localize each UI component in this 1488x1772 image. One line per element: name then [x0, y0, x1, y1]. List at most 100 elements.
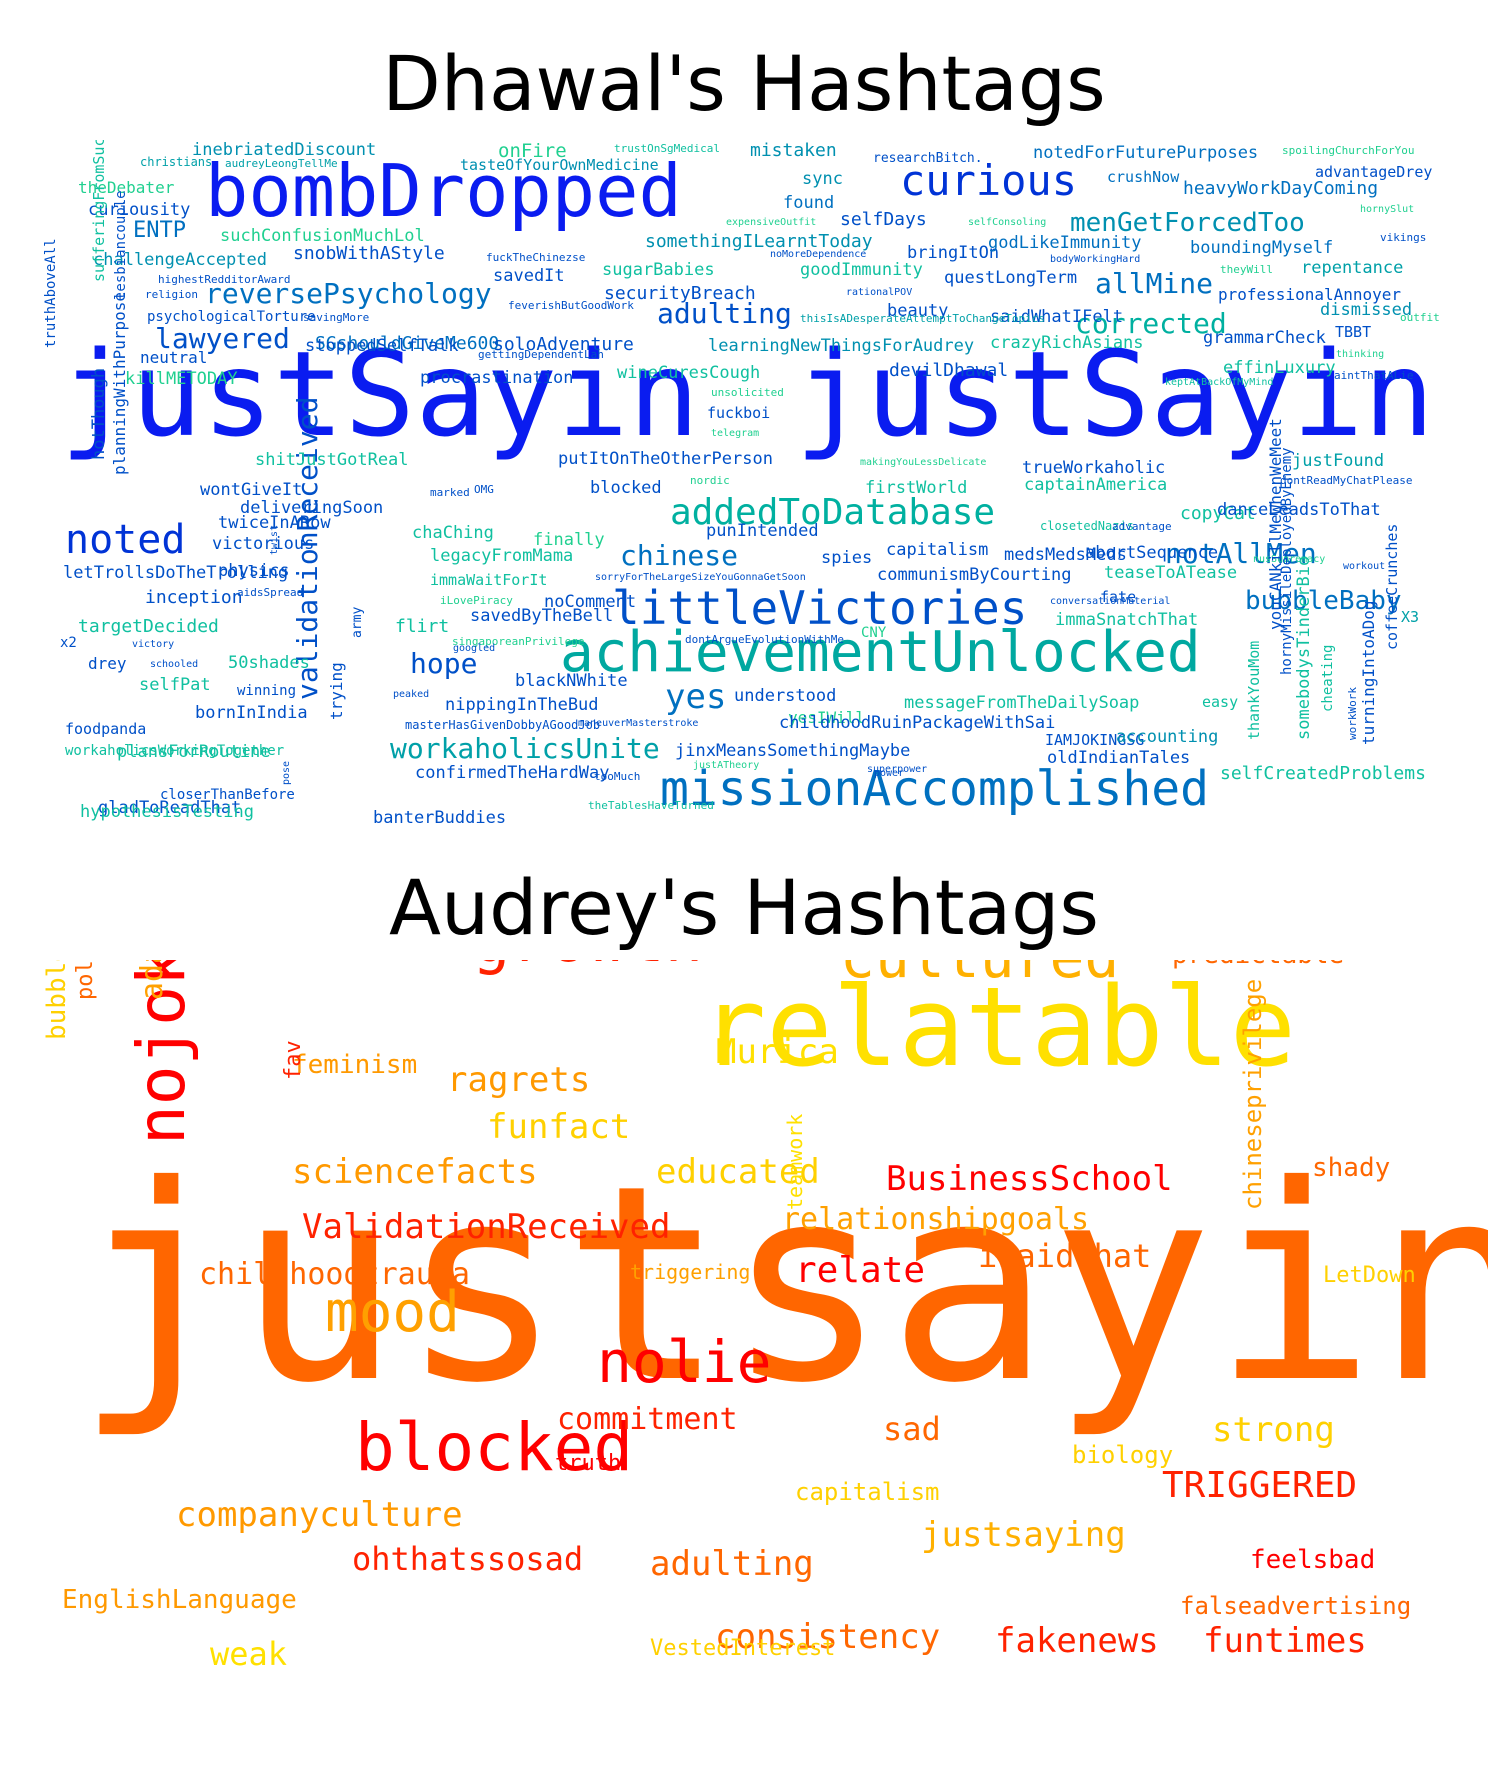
hashtag-word: boundingMyself	[1190, 238, 1334, 258]
hashtag-word: justSayin	[60, 325, 700, 463]
hashtag-word: LetDown	[1323, 1263, 1416, 1288]
hashtag-word: blocked	[590, 478, 662, 498]
hashtag-word: outfit	[1400, 311, 1440, 324]
hashtag-word: found	[783, 193, 835, 213]
hashtag-word: copyCat	[1180, 503, 1256, 524]
hashtag-word: wontGiveIt	[200, 480, 303, 500]
hashtag-word: thisIsADesperateAttemptToChangeTopics	[800, 312, 1046, 325]
hashtag-word: oldIndianTales	[1047, 748, 1191, 768]
hashtag-word: sufferingFromSuccess	[90, 140, 108, 282]
hashtag-word: godLikeImmunity	[988, 233, 1142, 253]
hashtag-word: hornyMissileDeployedByEnemy	[1279, 447, 1295, 675]
hashtag-word: savingMore	[303, 311, 370, 324]
hashtag-word: snobWithAStyle	[293, 243, 445, 264]
hashtag-word: feminism	[292, 1050, 418, 1080]
hashtag-word: selfCreatedProblems	[1220, 763, 1426, 784]
hashtag-word: relationshipgoals	[782, 1202, 1090, 1237]
hashtag-word: selfDays	[840, 209, 927, 230]
hashtag-word: notedForFuturePurposes	[1033, 143, 1259, 163]
hashtag-word: educated	[656, 1152, 820, 1192]
hashtag-word: selfConsoling	[968, 217, 1047, 228]
hashtag-word: tasteOfYourOwnMedicine	[460, 156, 659, 174]
hashtag-word: bodyWorkingHard	[1050, 254, 1141, 265]
hashtag-word: firstWorld	[865, 478, 968, 498]
hashtag-word: yes	[665, 677, 727, 717]
hashtag-word: SGshouldGiveMe600	[315, 333, 500, 354]
hashtag-word: putItOnTheOtherPerson	[558, 449, 773, 469]
hashtag-word: winning	[237, 683, 297, 699]
hashtag-word: onFire	[498, 140, 567, 162]
hashtag-word: punIntended	[706, 521, 819, 541]
hashtag-word: highestRedditorAward	[158, 273, 291, 286]
hashtag-word: CNY	[861, 625, 887, 641]
hashtag-word: bubblebaby	[42, 960, 72, 1040]
hashtag-word: blackNWhite	[515, 671, 628, 691]
hashtag-word: singaporeanPrivilege	[452, 635, 585, 648]
hashtag-word: theyWill	[1220, 263, 1273, 276]
hashtag-word: soloAdventure	[493, 334, 634, 355]
hashtag-word: hypothesisTesting	[80, 802, 254, 822]
hashtag-word: VestedInterest	[650, 1636, 836, 1661]
hashtag-word: inebriatedDiscount	[192, 140, 377, 160]
hashtag-word: hornySlut	[1360, 204, 1415, 215]
hashtag-word: OMG	[474, 483, 494, 496]
hashtag-word: savedIt	[493, 266, 565, 286]
hashtag-word: capitalism	[886, 540, 989, 560]
hashtag-word: hotThough	[89, 367, 109, 460]
hashtag-word: maneuverMasterstroke	[578, 718, 699, 729]
hashtag-word: consistency	[715, 1617, 941, 1657]
hashtag-word: army	[350, 606, 365, 638]
hashtag-word: feverishButGoodWork	[508, 299, 634, 312]
hashtag-word: pose	[281, 760, 292, 785]
hashtag-word: curiousity	[88, 200, 191, 220]
hashtag-word: justsayin	[75, 1127, 1488, 1442]
hashtag-word: audreyLeongTellMe	[225, 157, 338, 170]
hashtag-word: lawyered	[155, 322, 290, 355]
hashtag-word: accounting	[1116, 727, 1219, 747]
hashtag-word: lesbiancouple	[113, 190, 129, 300]
hashtag-word: procrastination	[420, 368, 574, 388]
hashtag-word: thankYouMom	[1245, 640, 1263, 740]
hashtag-word: justsaying	[921, 1515, 1126, 1555]
hashtag-word: workaholicsUnite	[390, 732, 660, 765]
hashtag-word: missionAccomplished	[660, 761, 1210, 817]
hashtag-word: planningWithPurpose	[110, 291, 129, 475]
hashtag-word: closetedNazis	[1040, 519, 1134, 533]
hashtag-word: menGetForcedToo	[1070, 208, 1305, 238]
hashtag-word: somebodysTinderBio	[1294, 555, 1314, 740]
hashtag-word: advantageDrey	[1315, 163, 1433, 181]
hashtag-word: nippingInTheBud	[445, 695, 599, 715]
hashtag-word: trying	[327, 662, 346, 720]
hashtag-word: iLovePiracy	[440, 594, 513, 607]
hashtag-word: deliveringSoon	[240, 498, 384, 518]
hashtag-word: grammarCheck	[1203, 328, 1326, 348]
hashtag-word: justFound	[1292, 451, 1385, 471]
hashtag-word: legacyFromMama	[430, 546, 574, 566]
hashtag-word: companyculture	[176, 1495, 463, 1535]
hashtag-word: physics	[218, 561, 290, 581]
hashtag-word: ENTP	[133, 218, 186, 243]
hashtag-word: childhoodRuinPackageWithSai	[779, 713, 1056, 733]
hashtag-word: understood	[734, 686, 837, 706]
hashtag-word: ragrets	[447, 1060, 591, 1100]
hashtag-word: triggering	[630, 1260, 751, 1284]
hashtag-word: effinLuxury	[1223, 358, 1336, 378]
hashtag-word: teaseToATease	[1104, 563, 1238, 583]
hashtag-word: truthAboveAll	[43, 238, 59, 348]
hashtag-word: bornInIndia	[195, 703, 308, 723]
hashtag-word: yesIWill	[788, 708, 866, 727]
hashtag-word: 50shades	[228, 653, 310, 673]
hashtag-word: somethingILearntToday	[645, 231, 873, 252]
hashtag-word: communismByCourting	[877, 565, 1072, 585]
hashtag-word: abortSequence	[1085, 543, 1219, 563]
hashtag-word: growth	[472, 960, 703, 972]
hashtag-word: victorious	[212, 534, 315, 554]
hashtag-word: messageFromTheDailySoap	[904, 693, 1140, 713]
hashtag-word: conversationMaterial	[1050, 596, 1171, 607]
hashtag-word: dontArgueEvolutionWithMe	[685, 633, 844, 646]
hashtag-word: commitment	[557, 1402, 738, 1437]
hashtag-word: fakenews	[995, 1621, 1159, 1661]
hashtag-word: researchBitch.	[873, 151, 983, 166]
hashtag-word: curious	[900, 156, 1078, 205]
hashtag-word: spies	[821, 548, 873, 568]
